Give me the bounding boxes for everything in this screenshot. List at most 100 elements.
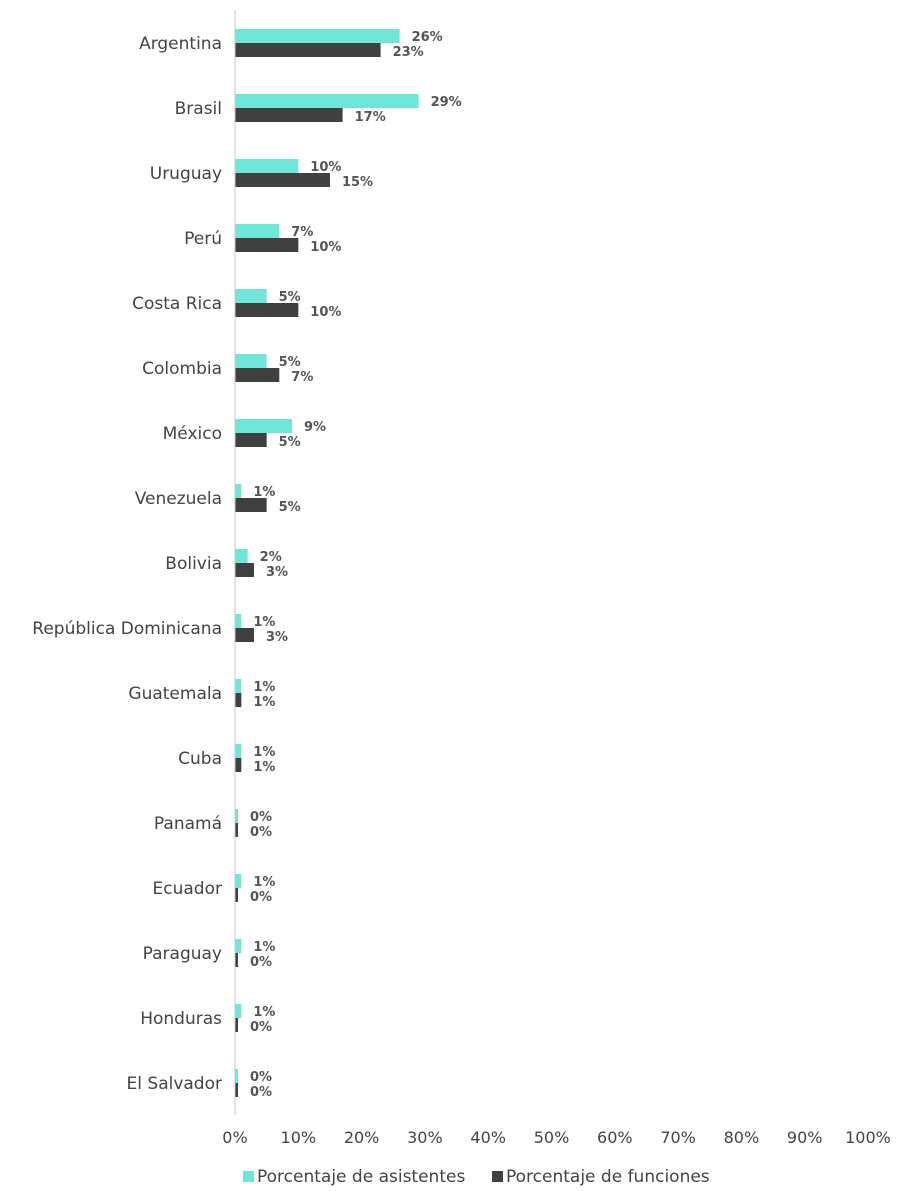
category-label: Perú (184, 229, 222, 249)
category-label: El Salvador (127, 1074, 222, 1094)
category-label: Bolivia (165, 554, 222, 574)
value-label-funciones: 15% (342, 175, 373, 190)
value-label-funciones: 5% (279, 435, 301, 450)
x-tick-label: 50% (534, 1128, 570, 1147)
bar-funciones (235, 173, 330, 187)
category-label: Guatemala (128, 684, 222, 704)
bar-asistentes (235, 419, 292, 433)
value-label-funciones: 3% (266, 630, 288, 645)
value-label-asistentes: 0% (250, 1070, 272, 1085)
value-label-asistentes: 1% (253, 485, 275, 500)
value-label-funciones: 3% (266, 565, 288, 580)
legend: Porcentaje de asistentes Porcentaje de fu… (243, 1167, 710, 1187)
legend-swatch-funciones (492, 1171, 503, 1182)
bar-asistentes (235, 809, 238, 823)
value-label-funciones: 10% (310, 240, 341, 255)
legend-label-funciones: Porcentaje de funciones (506, 1167, 710, 1187)
bar-asistentes (235, 744, 242, 758)
bar-funciones (235, 433, 267, 447)
category-label: Honduras (140, 1009, 222, 1029)
bar-funciones (235, 238, 299, 252)
category-label: Cuba (178, 749, 222, 769)
x-tick-label: 10% (281, 1128, 317, 1147)
category-label: Costa Rica (132, 294, 222, 314)
bar-funciones (235, 303, 299, 317)
bar-funciones (235, 1083, 238, 1097)
category-label: Venezuela (135, 489, 222, 509)
bar-asistentes (235, 679, 242, 693)
bar-asistentes (235, 29, 400, 43)
bar-funciones (235, 888, 238, 902)
bar-funciones (235, 953, 238, 967)
value-label-asistentes: 10% (310, 160, 341, 175)
category-label: Ecuador (153, 879, 222, 899)
value-label-funciones: 1% (253, 695, 275, 710)
bar-funciones (235, 1018, 238, 1032)
bar-funciones (235, 563, 254, 577)
legend-label-asistentes: Porcentaje de asistentes (257, 1167, 465, 1187)
bar-asistentes (235, 939, 242, 953)
x-axis-ticks: 0% 10% 20% 30% 40% 50% 60% 70% 80% 90% 100% (222, 1128, 891, 1147)
value-label-funciones: 0% (250, 890, 272, 905)
bar-asistentes (235, 1004, 242, 1018)
bar-funciones (235, 693, 242, 707)
bars-group (235, 29, 419, 1097)
value-label-asistentes: 26% (412, 30, 443, 45)
value-label-funciones: 23% (393, 45, 424, 60)
value-label-funciones: 1% (253, 760, 275, 775)
value-label-funciones: 0% (250, 1020, 272, 1035)
value-label-asistentes: 29% (431, 95, 462, 110)
bar-asistentes (235, 354, 267, 368)
value-label-funciones: 17% (355, 110, 386, 125)
category-label: República Dominicana (32, 619, 222, 639)
category-label: México (163, 424, 222, 444)
bar-asistentes (235, 94, 419, 108)
value-label-asistentes: 1% (253, 615, 275, 630)
x-tick-label: 80% (724, 1128, 760, 1147)
bar-funciones (235, 498, 267, 512)
x-tick-label: 0% (222, 1128, 247, 1147)
category-label: Brasil (175, 99, 222, 119)
value-label-funciones: 10% (310, 305, 341, 320)
value-label-asistentes: 9% (304, 420, 326, 435)
value-label-asistentes: 5% (279, 290, 301, 305)
bar-asistentes (235, 159, 299, 173)
category-label: Colombia (142, 359, 222, 379)
value-label-asistentes: 2% (260, 550, 282, 565)
bar-funciones (235, 368, 280, 382)
value-label-funciones: 7% (291, 370, 313, 385)
category-label: Argentina (139, 34, 222, 54)
category-labels: Argentina Brasil Uruguay Perú Costa Rica Colo… (32, 34, 222, 1094)
x-tick-label: 30% (407, 1128, 443, 1147)
value-label-funciones: 0% (250, 1085, 272, 1100)
bar-funciones (235, 108, 343, 122)
value-label-asistentes: 1% (253, 745, 275, 760)
value-labels: 26%23%29%17%10%15%7%10%5%10%5%7%9%5%1%5%… (250, 30, 462, 1100)
x-tick-label: 40% (470, 1128, 506, 1147)
value-label-asistentes: 1% (253, 1005, 275, 1020)
bar-asistentes (235, 289, 267, 303)
bar-asistentes (235, 1069, 238, 1083)
value-label-funciones: 0% (250, 825, 272, 840)
value-label-asistentes: 0% (250, 810, 272, 825)
x-tick-label: 100% (845, 1128, 891, 1147)
bar-asistentes (235, 484, 242, 498)
bar-funciones (235, 758, 242, 772)
x-tick-label: 70% (660, 1128, 696, 1147)
value-label-asistentes: 7% (291, 225, 313, 240)
category-label: Uruguay (150, 164, 222, 184)
bar-asistentes (235, 614, 242, 628)
bar-asistentes (235, 549, 248, 563)
legend-swatch-asistentes (243, 1171, 254, 1182)
bar-asistentes (235, 874, 242, 888)
category-label: Paraguay (143, 944, 222, 964)
bar-funciones (235, 823, 238, 837)
value-label-funciones: 5% (279, 500, 301, 515)
value-label-asistentes: 1% (253, 940, 275, 955)
bar-funciones (235, 43, 381, 57)
x-tick-label: 60% (597, 1128, 633, 1147)
bar-asistentes (235, 224, 280, 238)
bar-funciones (235, 628, 254, 642)
category-label: Panamá (154, 814, 222, 834)
